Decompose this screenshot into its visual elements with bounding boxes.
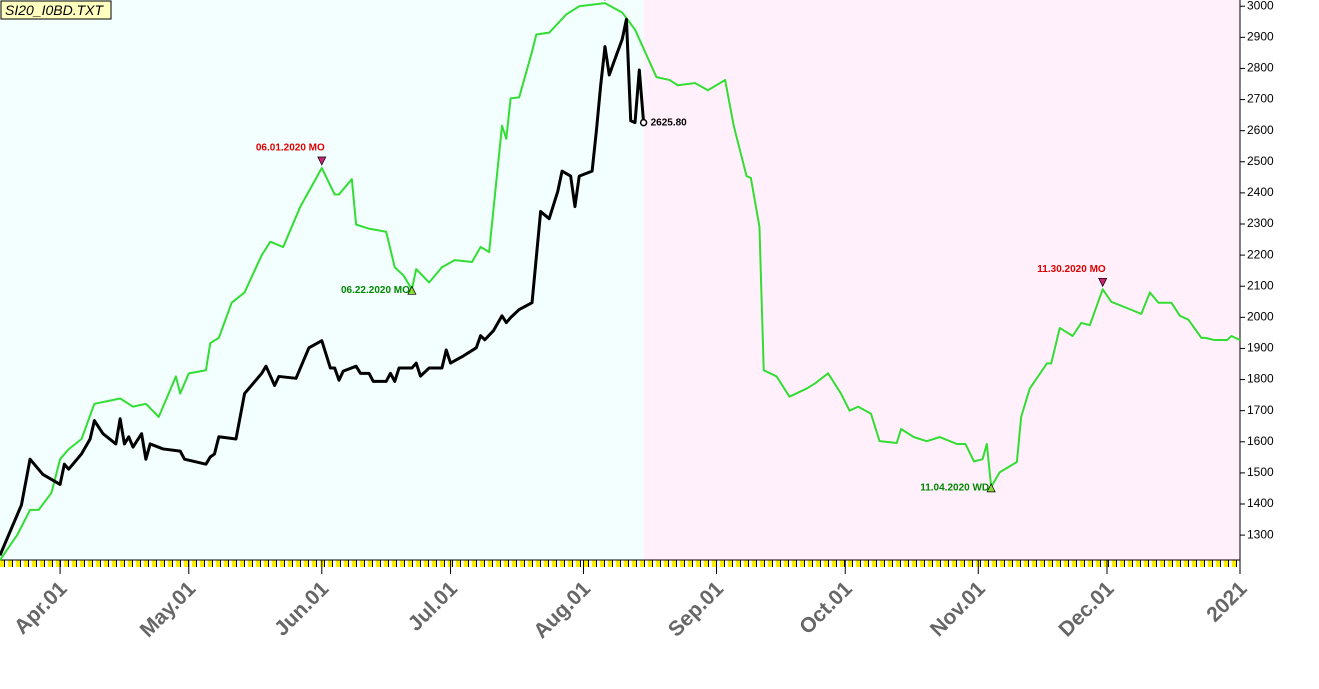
value-label: 2625.80: [651, 117, 688, 128]
x-tick-label: May.01: [136, 577, 201, 642]
title-box: SI20_I0BD.TXT: [0, 0, 112, 20]
time-strip: [0, 560, 1240, 567]
y-tick-label: 1500: [1247, 465, 1274, 479]
last-point: [639, 118, 648, 127]
title: SI20_I0BD.TXT: [5, 2, 104, 18]
y-tick-label: 1600: [1247, 434, 1274, 448]
y-tick-label: 1900: [1247, 341, 1274, 355]
x-tick-label: Aug.01: [529, 577, 595, 643]
annotation: 06.22.2020 MO: [341, 285, 410, 296]
y-tick-label: 2600: [1247, 123, 1274, 137]
signal-marker: [317, 156, 327, 166]
signal-marker: [986, 483, 996, 493]
y-tick-label: 2300: [1247, 216, 1274, 230]
x-tick-label: Jun.01: [270, 577, 334, 641]
x-tick-label: Sep.01: [664, 577, 728, 641]
x-tick-label: Dec.01: [1054, 577, 1118, 641]
signal-marker: [407, 285, 417, 295]
x-tick-label: 2021: [1202, 577, 1252, 627]
y-tick-label: 2400: [1247, 185, 1274, 199]
x-tick-label: Nov.01: [926, 577, 990, 641]
y-tick-label: 2100: [1247, 278, 1274, 292]
x-tick-label: Jul.01: [404, 577, 463, 636]
x-tick-label: Oct.01: [795, 577, 857, 639]
x-tick-label: Apr.01: [10, 577, 72, 639]
y-tick-label: 1300: [1247, 527, 1274, 541]
signal-marker: [1098, 277, 1108, 288]
y-tick-label: 2500: [1247, 154, 1274, 168]
y-tick-label: 2000: [1247, 310, 1274, 324]
y-tick-label: 2900: [1247, 30, 1274, 44]
y-tick-label: 3000: [1247, 0, 1274, 12]
history-zone: [0, 0, 644, 560]
y-tick-label: 2800: [1247, 61, 1274, 75]
series-line: [0, 2, 1241, 561]
y-tick-label: 1700: [1247, 403, 1274, 417]
y-tick-label: 2200: [1247, 247, 1274, 261]
series-line: [0, 17, 646, 556]
y-tick-label: 1400: [1247, 496, 1274, 510]
annotation: 11.30.2020 MO: [1037, 264, 1106, 275]
annotation: 11.04.2020 WD: [920, 483, 989, 494]
y-tick-label: 1800: [1247, 372, 1274, 386]
y-tick-label: 2700: [1247, 92, 1274, 106]
annotation: 06.01.2020 MO: [256, 143, 325, 154]
projection-zone: [643, 0, 1240, 560]
